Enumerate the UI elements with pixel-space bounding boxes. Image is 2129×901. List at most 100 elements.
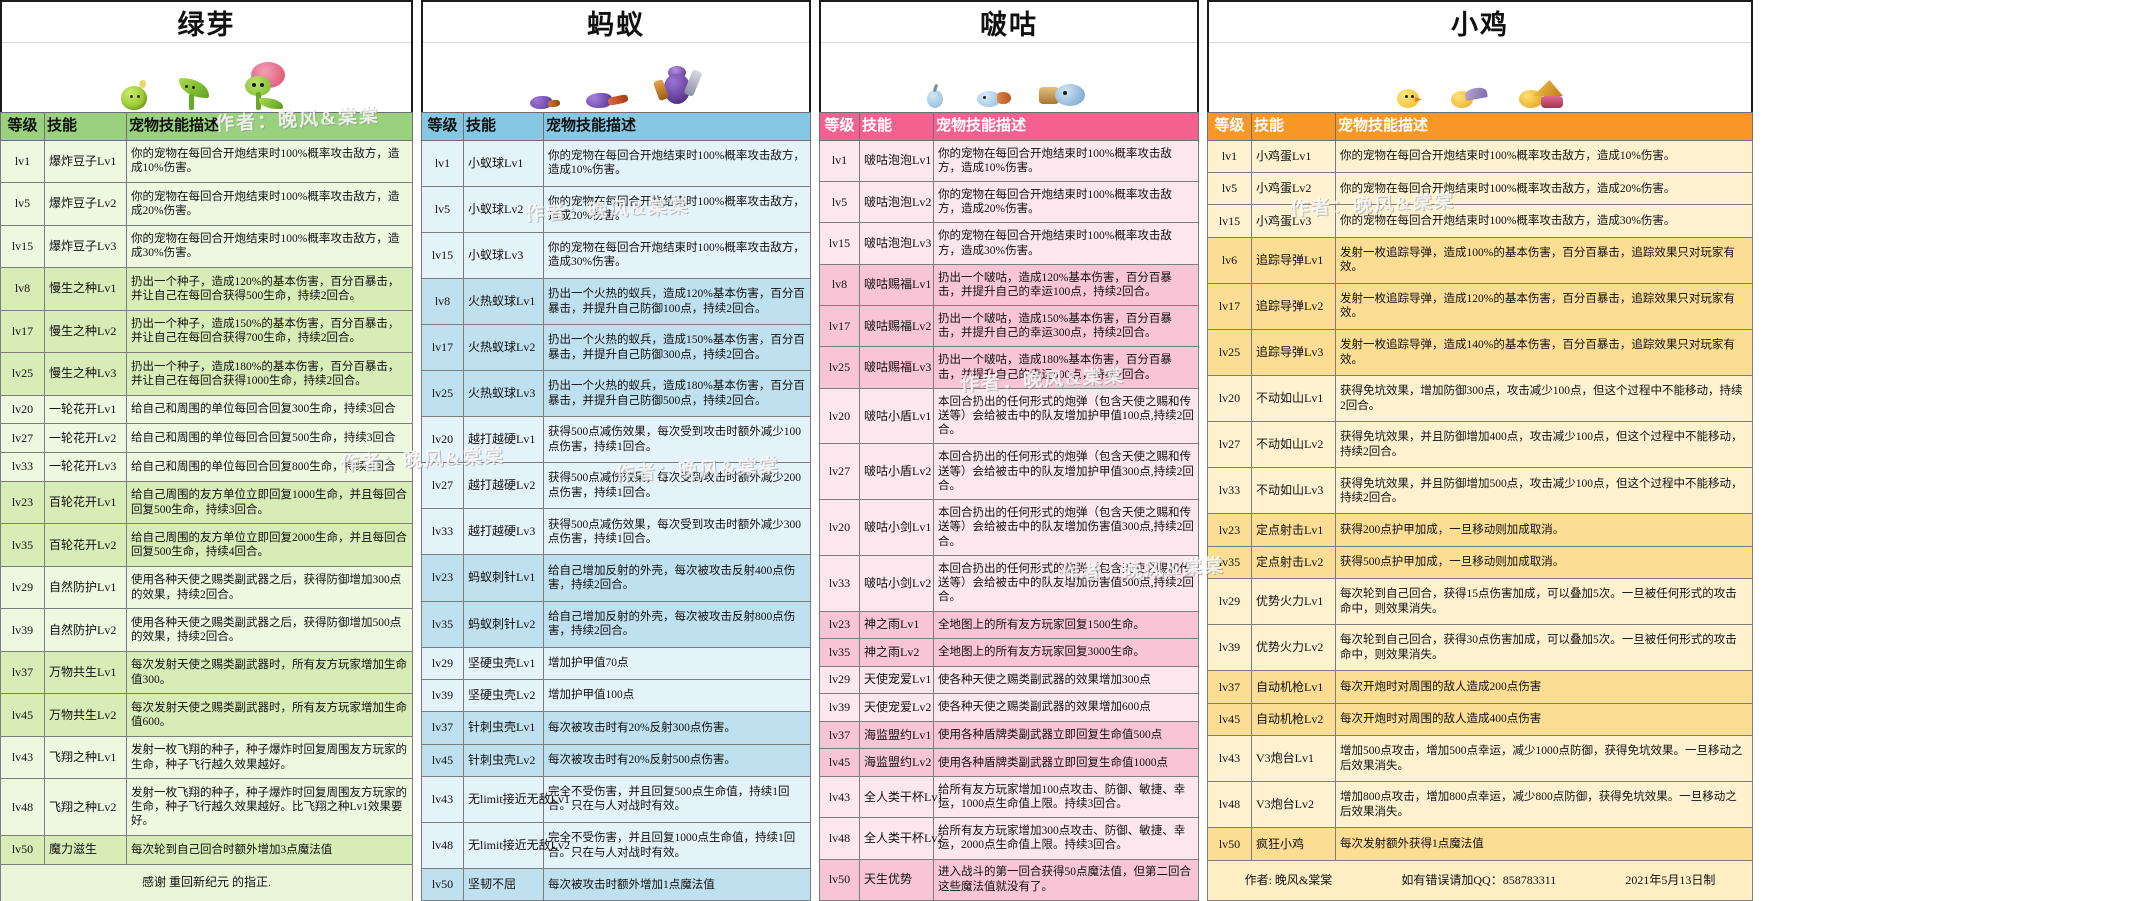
table-row: lv33 越打越硬Lv3 获得500点减伤效果，每次受到攻击时额外减少300点伤害，… bbox=[421, 508, 811, 556]
chick-sprite bbox=[1395, 86, 1423, 110]
cell-skill: 优势火力Lv2 bbox=[1251, 624, 1336, 672]
table-body-0: lv1 爆炸豆子Lv1 你的宠物在每回合开炮结束时100%概率攻击敌方，造成10%伤… bbox=[0, 139, 413, 865]
cell-description: 使用各种盾牌类副武器立即回复生命值500点 bbox=[933, 720, 1199, 750]
cell-description: 你的宠物在每回合开炮结束时100%概率攻击敌方，造成20%伤害。 bbox=[543, 185, 811, 233]
cell-skill: 无limit接近无敌Lv2 bbox=[463, 821, 570, 870]
cell-level: lv43 bbox=[0, 735, 45, 780]
cell-skill: 火热蚁球Lv3 bbox=[463, 370, 544, 418]
cell-description: 进入战斗的第一回合获得50点魔法值，但第二回合这些魔法值就没有了。 bbox=[933, 858, 1199, 901]
table-row: lv37 针刺虫壳Lv1 每次被攻击时有20%反射300点伤害。 bbox=[421, 711, 811, 745]
cell-level: lv27 bbox=[1207, 421, 1252, 469]
table-row: lv27 越打越硬Lv2 获得500点减伤效果，每次受到攻击时额外减少200点伤害，… bbox=[421, 462, 811, 510]
pet-title-1: 蚂蚁 bbox=[423, 2, 809, 43]
pet-title-3: 小鸡 bbox=[1209, 2, 1751, 43]
table-row: lv45 万物共生Lv2 每次发射天使之赐类副武器时，所有友方玩家增加生命值600。 bbox=[0, 693, 413, 737]
cell-skill: 不动如山Lv3 bbox=[1251, 467, 1336, 515]
cell-level: lv43 bbox=[1207, 735, 1252, 783]
header-skill: 技能 bbox=[463, 112, 544, 141]
cell-description: 全地图上的所有友方玩家回复3000生命。 bbox=[933, 638, 1199, 667]
cell-description: 使各种天使之赐类副武器的效果增加300点 bbox=[933, 665, 1199, 695]
cell-level: lv33 bbox=[421, 508, 464, 556]
table-row: lv29 自然防护Lv1 使用各种天使之赐类副武器之后，获得防御增加300点的效果，… bbox=[0, 565, 413, 610]
cell-skill: 火热蚁球Lv1 bbox=[463, 277, 544, 326]
ant-medium-sprite bbox=[586, 90, 629, 110]
cell-skill: 天使宠爱Lv1 bbox=[859, 665, 934, 695]
header-desc: 宠物技能描述 bbox=[1335, 112, 1753, 141]
pet-table-3: 等级 技能 宠物技能描述 lv1 小鸡蛋Lv1 你的宠物在每回合开炮结束时100%概… bbox=[1207, 112, 1753, 901]
cell-level: lv23 bbox=[0, 480, 45, 525]
cell-level: lv17 bbox=[819, 305, 860, 348]
cell-description: 每次发射天使之赐类副武器时，所有友方玩家增加生命值300。 bbox=[126, 650, 413, 695]
cell-description: 给自己增加反射的外壳，每次被攻击反射400点伤害，持续2回合。 bbox=[543, 554, 811, 602]
cell-description: 给自己和周围的单位每回合回复300生命，持续3回合 bbox=[126, 394, 413, 425]
cell-level: lv20 bbox=[421, 416, 464, 464]
cell-skill: 针刺虫壳Lv2 bbox=[463, 743, 544, 777]
column-gap bbox=[413, 0, 421, 901]
cell-skill: 慢生之种Lv1 bbox=[44, 267, 127, 311]
table-body-2: lv1 啵咕泡泡Lv1 你的宠物在每回合开炮结束时100%概率攻击敌方，造成10%伤… bbox=[819, 139, 1199, 901]
cell-skill: 不动如山Lv1 bbox=[1251, 375, 1336, 423]
cell-level: lv20 bbox=[819, 499, 860, 556]
table-row: lv35 定点射击Lv2 获得500点护甲加成，一旦移动则加成取消。 bbox=[1207, 545, 1753, 580]
cell-skill: 优势火力Lv1 bbox=[1251, 578, 1336, 626]
cell-skill: 无limit接近无敌Lv1 bbox=[463, 775, 570, 824]
table-header-row: 等级 技能 宠物技能描述 bbox=[421, 112, 811, 141]
table-row: lv20 啵咕小剑Lv1 本回合扔出的任何形式的炮弹（包含天使之赐和传送等）会给被击… bbox=[819, 499, 1199, 556]
header-desc: 宠物技能描述 bbox=[126, 112, 413, 141]
cell-level: lv25 bbox=[421, 370, 464, 418]
table-row: lv45 针刺虫壳Lv2 每次被攻击时有20%反射500点伤害。 bbox=[421, 743, 811, 777]
cell-description: 获得免坑效果，并且防御增加500点，攻击减少100点，但这个过程中不能移动，持续… bbox=[1335, 467, 1753, 515]
cell-level: lv8 bbox=[421, 277, 464, 326]
pet-sprite-group-2 bbox=[821, 43, 1197, 112]
cell-description: 使用各种天使之赐类副武器之后，获得防御增加300点的效果，持续2回合。 bbox=[126, 565, 413, 610]
table-row: lv25 慢生之种Lv3 扔出一个种子，造成180%的基本伤害，百分百暴击，并让自己… bbox=[0, 352, 413, 396]
header-level: 等级 bbox=[1207, 112, 1252, 141]
cell-level: lv20 bbox=[0, 394, 45, 425]
cell-skill: 慢生之种Lv3 bbox=[44, 352, 127, 396]
cell-skill: 啵咕赐福Lv3 bbox=[859, 346, 934, 389]
table-row: lv8 啵咕赐福Lv1 扔出一个啵咕，造成120%基本伤害，百分百暴击，并提升自己的… bbox=[819, 263, 1199, 307]
cell-skill: 啵咕小剑Lv2 bbox=[859, 554, 934, 612]
table-row: lv1 小鸡蛋Lv1 你的宠物在每回合开炮结束时100%概率攻击敌方，造成10%伤害… bbox=[1207, 139, 1753, 174]
cell-level: lv48 bbox=[1207, 781, 1252, 829]
cell-description: 获得免坑效果，并且防御增加400点，攻击减少100点，但这个过程中不能移动，持续… bbox=[1335, 421, 1753, 469]
cell-level: lv6 bbox=[1207, 236, 1252, 284]
table-row: lv23 百轮花开Lv1 给自己周围的友方单位立即回复1000生命，并且每回合回复5… bbox=[0, 480, 413, 525]
cell-description: 扔出一个火热的蚁兵，造成180%基本伤害，百分百暴击，并提升自己防御500点，持… bbox=[543, 370, 811, 418]
table-row: lv48 全人类干杯Lv2 给所有友方玩家增加300点攻击、防御、敏捷、幸运，200… bbox=[819, 817, 1199, 860]
chick-helmet-sprite bbox=[1449, 86, 1489, 110]
cell-skill: 天生优势 bbox=[859, 858, 934, 901]
cell-skill: V3炮台Lv1 bbox=[1251, 735, 1336, 783]
table-row: lv15 小鸡蛋Lv3 你的宠物在每回合开炮结束时100%概率攻击敌方，造成30%伤… bbox=[1207, 204, 1753, 238]
cell-description: 获得500点护甲加成，一旦移动则加成取消。 bbox=[1335, 545, 1753, 580]
cell-skill: 一轮花开Lv2 bbox=[44, 423, 127, 454]
cell-level: lv45 bbox=[819, 748, 860, 777]
table-row: lv8 火热蚁球Lv1 扔出一个火热的蚁兵，造成120%基本伤害，百分百暴击，并提升… bbox=[421, 277, 811, 326]
cell-skill: 慢生之种Lv2 bbox=[44, 309, 127, 354]
cell-level: lv8 bbox=[819, 263, 860, 307]
cell-level: lv39 bbox=[1207, 624, 1252, 672]
cell-level: lv23 bbox=[1207, 513, 1252, 547]
table-row: lv20 越打越硬Lv1 获得500点减伤效果，每次受到攻击时额外减少100点伤害，… bbox=[421, 416, 811, 464]
pet-column-1: 蚂蚁 等级 技能 宠物技能描述 lv1 小蚁球Lv1 你的宠物在每回合开炮结束时10… bbox=[421, 0, 811, 901]
pet-banner-3: 小鸡 bbox=[1207, 0, 1753, 112]
header-skill: 技能 bbox=[44, 112, 127, 141]
cell-level: lv48 bbox=[421, 821, 464, 870]
cell-description: 你的宠物在每回合开炮结束时100%概率攻击敌方，造成30%伤害。 bbox=[543, 231, 811, 279]
cell-description: 每次被攻击时有20%反射500点伤害。 bbox=[543, 743, 811, 777]
cell-skill: 啵咕泡泡Lv1 bbox=[859, 139, 934, 183]
table-row: lv50 坚韧不屈 每次被攻击时额外增加1点魔法值 bbox=[421, 868, 811, 901]
cell-level: lv50 bbox=[1207, 827, 1252, 861]
column-gap bbox=[811, 0, 819, 901]
cell-level: lv17 bbox=[421, 324, 464, 372]
cell-level: lv33 bbox=[819, 554, 860, 612]
cell-description: 每次发射额外获得1点魔法值 bbox=[1335, 827, 1753, 861]
pet-column-0: 绿芽 等级 技能 宠物技能描述 lv1 爆炸豆子Lv1 你的宠物在每回合开炮结束时1… bbox=[0, 0, 413, 901]
cell-level: lv1 bbox=[421, 139, 464, 187]
cell-description: 你的宠物在每回合开炮结束时100%概率攻击敌方，造成20%伤害。 bbox=[933, 181, 1199, 224]
table-row: lv20 不动如山Lv1 获得免坑效果，增加防御300点，攻击减少100点，但这个过… bbox=[1207, 375, 1753, 423]
cell-description: 扔出一个种子，造成150%的基本伤害，百分百暴击，并让自己在每回合获得700生命… bbox=[126, 309, 413, 354]
cell-level: lv48 bbox=[819, 817, 860, 860]
cell-level: lv15 bbox=[819, 222, 860, 265]
cell-skill: 海监盟约Lv1 bbox=[859, 720, 934, 750]
